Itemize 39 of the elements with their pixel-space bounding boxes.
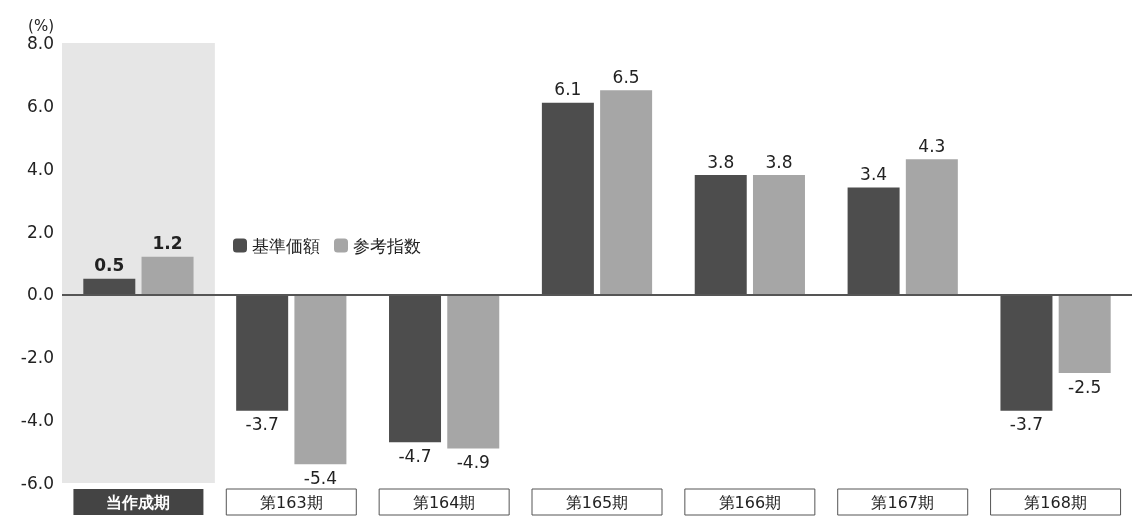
data-label: -4.7 bbox=[398, 445, 432, 466]
legend-label: 基準価額 bbox=[252, 235, 320, 256]
y-tick-label: -2.0 bbox=[20, 347, 54, 368]
y-tick-label: 8.0 bbox=[26, 33, 54, 53]
y-tick-label: 4.0 bbox=[26, 158, 54, 179]
data-label: 3.8 bbox=[707, 151, 735, 172]
data-label: -4.9 bbox=[456, 451, 490, 472]
bar bbox=[294, 294, 347, 465]
x-tick-label: 第167期 bbox=[871, 492, 934, 512]
data-label: -3.7 bbox=[245, 414, 279, 435]
y-tick-label: 2.0 bbox=[26, 221, 54, 242]
data-label: 0.5 bbox=[94, 255, 125, 276]
data-label: 3.8 bbox=[765, 151, 793, 172]
data-label: -5.4 bbox=[303, 467, 337, 488]
x-tick-label: 第165期 bbox=[565, 492, 629, 512]
data-label: 4.3 bbox=[918, 135, 946, 156]
y-tick-label: 0.0 bbox=[26, 284, 54, 305]
x-tick-label: 第166期 bbox=[718, 492, 782, 512]
legend-label: 参考指数 bbox=[353, 235, 421, 256]
data-label: 6.1 bbox=[554, 79, 582, 100]
data-label: 1.2 bbox=[152, 233, 183, 254]
y-axis-title: (%) bbox=[28, 16, 54, 35]
x-tick-label: 当作成期 bbox=[106, 492, 171, 512]
x-tick-label: 第164期 bbox=[412, 492, 476, 512]
data-label: -2.5 bbox=[1068, 376, 1102, 397]
y-tick-label: -6.0 bbox=[20, 473, 54, 493]
bar bbox=[141, 256, 194, 295]
bar bbox=[1058, 294, 1111, 373]
data-label: 6.5 bbox=[612, 66, 640, 87]
bar bbox=[752, 175, 805, 295]
bar bbox=[600, 90, 653, 295]
y-tick-label: 6.0 bbox=[26, 95, 54, 116]
data-label: -3.7 bbox=[1009, 414, 1044, 435]
bar bbox=[447, 294, 500, 449]
data-label: 3.4 bbox=[860, 164, 888, 185]
x-tick-label: 第163期 bbox=[260, 492, 323, 512]
y-tick-label: -4.0 bbox=[20, 410, 54, 431]
bar bbox=[905, 159, 958, 295]
x-tick-label: 第168期 bbox=[1024, 492, 1087, 512]
